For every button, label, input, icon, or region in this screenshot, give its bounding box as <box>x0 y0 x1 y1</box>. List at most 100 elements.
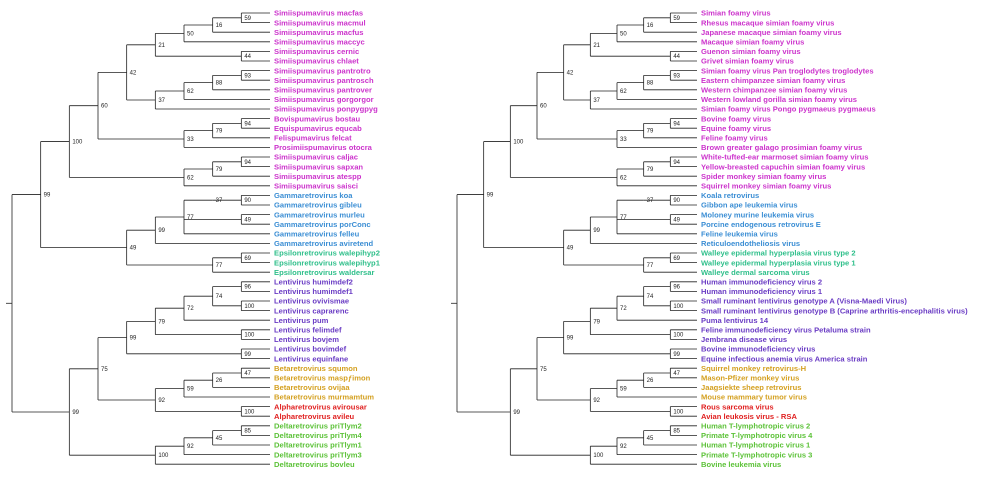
bootstrap-value: 77 <box>647 263 654 269</box>
taxon-label: Alpharetrovirus avirousar <box>274 402 367 411</box>
bootstrap-value: 50 <box>620 31 627 37</box>
taxon-label: Human immunodeficiency virus 1 <box>701 287 823 296</box>
taxon-label: Lentivirus equinfane <box>274 354 348 363</box>
bootstrap-value: 60 <box>101 104 108 110</box>
bootstrap-value: 62 <box>620 175 627 181</box>
taxon-label: Lentivirus felimdef <box>274 326 342 335</box>
bootstrap-value: 50 <box>187 31 194 37</box>
taxon-label: Guenon simian foamy virus <box>701 47 801 56</box>
taxon-label: Human T-lymphotropic virus 1 <box>701 441 811 450</box>
bootstrap-value: 77 <box>620 215 627 221</box>
bootstrap-value: 72 <box>187 306 194 312</box>
taxon-label: Equine infectious anemia virus America s… <box>701 354 868 363</box>
bootstrap-value: 49 <box>567 246 574 252</box>
bootstrap-value: 37 <box>647 198 654 204</box>
taxon-label: Small ruminant lentivirus genotype B (Ca… <box>701 306 968 315</box>
taxon-label: Lentivirus caprarenc <box>274 306 349 315</box>
bootstrap-value: 37 <box>593 98 600 104</box>
taxon-label: Epsilonretrovirus waldersar <box>274 268 374 277</box>
bootstrap-value: 94 <box>244 160 251 166</box>
bootstrap-value: 100 <box>244 304 255 310</box>
taxon-label: Avian leukosis virus - RSA <box>701 412 797 421</box>
bootstrap-value: 100 <box>673 333 684 339</box>
bootstrap-value: 33 <box>187 137 194 143</box>
taxon-label: Western chimpanzee simian foamy virus <box>701 86 847 95</box>
bootstrap-value: 33 <box>620 137 627 143</box>
taxon-label: Human immunodeficiency virus 2 <box>701 278 822 287</box>
taxon-label: Felispumavirus felcat <box>274 134 352 143</box>
taxon-label: Betaretrovirus squmon <box>274 364 358 373</box>
bootstrap-value: 90 <box>673 198 680 204</box>
taxon-label: Bovine foamy virus <box>701 114 771 123</box>
taxon-label: Mouse mammary tumor virus <box>701 393 807 402</box>
taxon-label: Prosimiispumavirus otocra <box>274 143 373 152</box>
taxon-label: Bovispumavirus bostau <box>274 114 360 123</box>
taxon-label: Lentivirus humimdef1 <box>274 287 354 296</box>
bootstrap-value: 16 <box>216 23 223 29</box>
taxon-label: Simiispumavirus macfus <box>274 28 363 37</box>
bootstrap-value: 99 <box>513 410 520 416</box>
taxon-label: Puma lentivirus 14 <box>701 316 769 325</box>
taxon-label: Japanese macaque simian foamy virus <box>701 28 842 37</box>
bootstrap-value: 75 <box>540 367 547 373</box>
bootstrap-value: 99 <box>158 228 165 234</box>
taxon-label: Jaagsiekte sheep retrovirus <box>701 383 801 392</box>
taxon-label: Rous sarcoma virus <box>701 402 774 411</box>
taxon-label: Simiispumavirus pantrotro <box>274 66 371 75</box>
taxon-label: Betaretrovirus murmamtum <box>274 393 374 402</box>
bootstrap-value: 100 <box>513 140 524 146</box>
bootstrap-value: 93 <box>244 73 251 79</box>
taxon-label: Human T-lymphotropic virus 2 <box>701 422 810 431</box>
taxon-label: Gammaretrovirus felleu <box>274 230 360 239</box>
bootstrap-value: 62 <box>187 89 194 95</box>
bootstrap-value: 99 <box>244 352 251 358</box>
bootstrap-value: 100 <box>673 304 684 310</box>
bootstrap-value: 49 <box>673 217 680 223</box>
taxon-label: Lentivirus pum <box>274 316 329 325</box>
taxon-label: Lentivirus bovjem <box>274 335 339 344</box>
taxon-label: Yellow-breasted capuchin simian foamy vi… <box>701 162 865 171</box>
taxon-label: Western lowland gorilla simian foamy vir… <box>701 95 857 104</box>
bootstrap-value: 74 <box>216 294 223 300</box>
bootstrap-value: 92 <box>593 398 600 404</box>
taxon-label: Koala retrovirus <box>701 191 759 200</box>
bootstrap-value: 99 <box>130 336 137 342</box>
bootstrap-value: 60 <box>540 104 547 110</box>
bootstrap-value: 100 <box>244 409 255 415</box>
bootstrap-value: 99 <box>487 193 494 199</box>
taxon-label: Simiispumavirus macmul <box>274 18 366 27</box>
bootstrap-value: 45 <box>647 436 654 442</box>
taxon-label: Gammaretrovirus gibleu <box>274 201 362 210</box>
bootstrap-value: 47 <box>673 371 680 377</box>
taxon-label: Simiispumavirus gorgorgor <box>274 95 374 104</box>
tree-left: 59 16 50 44 21 93 88 62 37 42 94 79 33 60 94 79 62 100 90 3… <box>6 9 381 469</box>
taxon-label: Gammaretrovirus koa <box>274 191 353 200</box>
taxon-label: Simian foamy virus Pan troglodytes trogl… <box>701 66 874 75</box>
taxon-label: Small ruminant lentivirus genotype A (Vi… <box>701 297 907 306</box>
taxon-label: Simiispumavirus chlaet <box>274 57 359 66</box>
bootstrap-value: 100 <box>244 333 255 339</box>
taxon-label: Feline foamy virus <box>701 134 768 143</box>
bootstrap-value: 72 <box>620 306 627 312</box>
taxon-label: Simiispumavirus maccyc <box>274 38 365 47</box>
bootstrap-value: 59 <box>673 16 680 22</box>
taxon-label: Jembrana disease virus <box>701 335 787 344</box>
bootstrap-value: 96 <box>244 285 251 291</box>
bootstrap-value: 21 <box>158 43 165 49</box>
bootstrap-value: 100 <box>593 453 604 459</box>
taxon-label: Betaretrovirus ovijaa <box>274 383 350 392</box>
bootstrap-value: 79 <box>216 129 223 135</box>
taxon-label: Grivet simian foamy virus <box>701 57 794 66</box>
taxon-label: Simiispumavirus macfas <box>274 9 363 18</box>
taxon-label: Simiispumavirus caljac <box>274 153 358 162</box>
taxon-label: Moloney murine leukemia virus <box>701 210 814 219</box>
bootstrap-value: 94 <box>673 121 680 127</box>
bootstrap-value: 42 <box>130 70 137 76</box>
tree-right: 59 16 50 44 21 93 88 62 37 42 94 79 33 60 94 79 62 100 90 3… <box>451 9 968 469</box>
taxon-label: Gammaretrovirus murleu <box>274 210 365 219</box>
taxon-label: Primate T-lymphotropic virus 4 <box>701 431 813 440</box>
taxon-label: Deltaretrovirus priTlym4 <box>274 431 363 440</box>
bootstrap-value: 37 <box>216 198 223 204</box>
taxon-label: Epsilonretrovirus walepihyp1 <box>274 258 381 267</box>
